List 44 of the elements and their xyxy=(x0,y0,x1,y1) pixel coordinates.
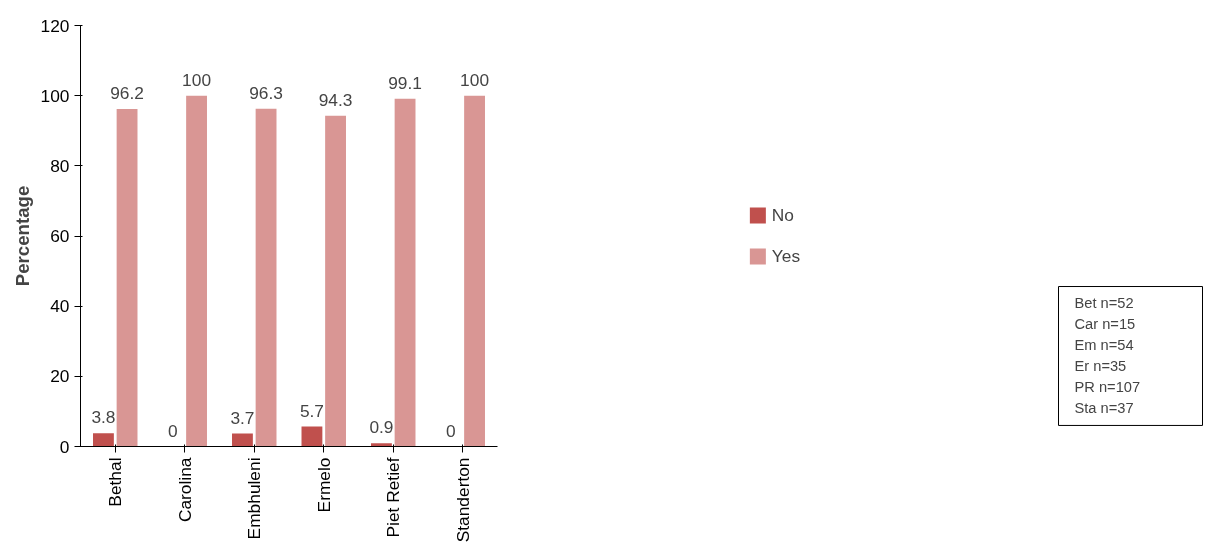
bar xyxy=(301,426,323,447)
bar xyxy=(464,95,485,447)
x-tick-label: Carolina xyxy=(174,457,195,523)
bar xyxy=(232,433,253,447)
text: PR n=107 xyxy=(1074,379,1141,396)
y-tick-label: 20 xyxy=(50,366,70,387)
data-label: 96.2 xyxy=(110,83,144,103)
x-tick-label: Ermelo xyxy=(313,457,334,513)
x-tick-label: Embhuleni xyxy=(244,457,265,540)
bar xyxy=(394,98,416,447)
y-tick-label: 40 xyxy=(50,296,70,317)
y-tick-label: 80 xyxy=(50,155,70,176)
bar xyxy=(116,109,138,447)
data-label: 3.8 xyxy=(91,407,116,428)
data-label: 100 xyxy=(182,69,212,90)
legend-label: Yes xyxy=(771,245,801,267)
x-tick-label: Standerton xyxy=(452,457,473,543)
x-tick-label: Bethal xyxy=(105,457,126,507)
bar xyxy=(371,443,392,447)
text: Er n=35 xyxy=(1074,358,1127,375)
data-label: 0.9 xyxy=(369,417,394,438)
y-axis-title: Percentage xyxy=(11,185,33,287)
bar xyxy=(325,115,346,447)
bar xyxy=(186,95,207,447)
legend-label: No xyxy=(771,204,795,226)
text: Sta n=37 xyxy=(1074,400,1134,417)
data-label: 0 xyxy=(168,420,178,441)
x-tick-label: Piet Retief xyxy=(383,457,404,538)
y-tick-label: 0 xyxy=(59,436,70,457)
data-label: 5.7 xyxy=(299,400,324,421)
data-label: 0 xyxy=(446,420,456,441)
text: Car n=15 xyxy=(1074,315,1136,332)
y-tick-label: 60 xyxy=(50,226,70,246)
bar xyxy=(255,108,277,447)
bar xyxy=(93,433,114,447)
y-tick-label: 100 xyxy=(40,85,70,106)
data-label: 96.3 xyxy=(249,82,283,103)
y-tick-label: 120 xyxy=(40,15,70,36)
data-label: 99.1 xyxy=(388,72,422,93)
data-label: 100 xyxy=(460,69,490,90)
data-label: 94.3 xyxy=(318,89,353,110)
data-label: 3.7 xyxy=(230,407,255,428)
text: Em n=54 xyxy=(1074,337,1134,354)
text: Bet n=52 xyxy=(1074,294,1134,311)
